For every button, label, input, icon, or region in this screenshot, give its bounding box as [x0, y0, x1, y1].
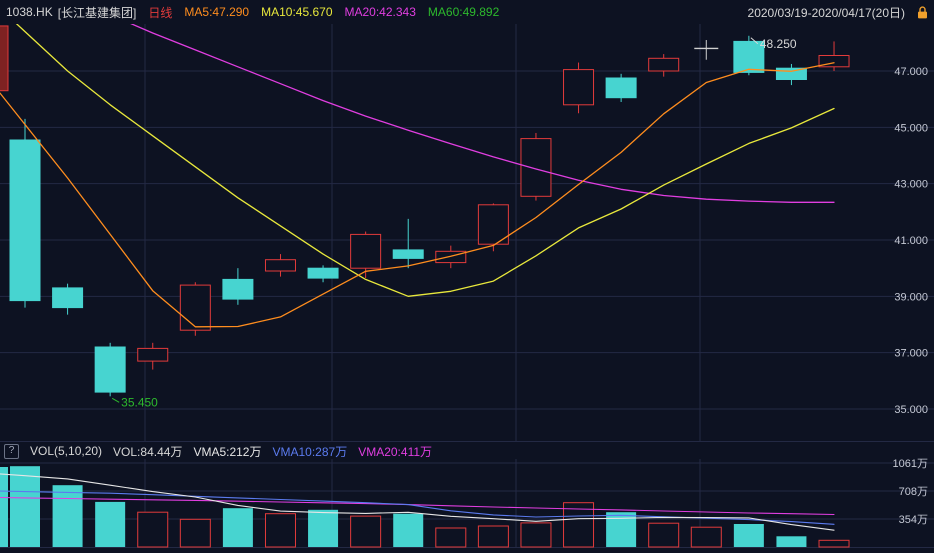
ma20-legend: MA20:42.343 [344, 5, 416, 19]
vma-lines [0, 473, 835, 531]
svg-text:35.000: 35.000 [894, 404, 928, 416]
help-icon[interactable]: ? [4, 443, 19, 459]
svg-text:43.000: 43.000 [894, 179, 928, 191]
chart-header: 1038.HK [长江基建集团] 日线 MA5:47.290 MA10:45.6… [0, 0, 934, 24]
svg-text:48.250: 48.250 [760, 37, 797, 51]
vma20-legend: VMA20:411万 [358, 444, 433, 459]
volume-legend: ? VOL(5,10,20) VOL:84.44万 VMA5:212万 VMA1… [0, 443, 934, 459]
svg-text:1061万: 1061万 [893, 458, 928, 470]
symbol: 1038.HK [6, 5, 53, 19]
svg-text:37.000: 37.000 [894, 348, 928, 360]
high-annotation: 48.250 [750, 37, 797, 51]
period-label: 日线 [148, 5, 173, 20]
vol-indicator-title: VOL(5,10,20) [30, 444, 103, 458]
volume-bars [0, 466, 850, 548]
ma5-legend: MA5:47.290 [184, 5, 250, 19]
lock-icon[interactable] [917, 5, 928, 19]
volume-axis-labels: 1061万 708万 354万 [893, 458, 928, 526]
date-range: 2020/03/19-2020/04/17(20日) [747, 5, 905, 20]
svg-text:35.450: 35.450 [121, 395, 158, 409]
grid [0, 24, 934, 548]
candles [0, 25, 850, 397]
price-axis-labels: 47.000 45.000 43.000 41.000 39.000 37.000 35.0… [894, 66, 928, 416]
stock-name: [长江基建集团] [57, 5, 137, 20]
ma10-legend: MA10:45.670 [261, 5, 333, 19]
vma5-legend: VMA5:212万 [193, 444, 262, 459]
svg-text:47.000: 47.000 [894, 66, 928, 78]
svg-text:45.000: 45.000 [894, 122, 928, 134]
low-annotation: 35.450 [111, 395, 158, 409]
svg-text:41.000: 41.000 [894, 235, 928, 247]
svg-text:708万: 708万 [899, 486, 928, 498]
ma60-legend: MA60:49.892 [427, 5, 500, 19]
svg-text:354万: 354万 [899, 514, 928, 526]
svg-text:39.000: 39.000 [894, 291, 928, 303]
ma-lines [0, 24, 835, 328]
vma10-legend: VMA10:287万 [272, 444, 348, 459]
symbol-group: 1038.HK [长江基建集团] [6, 4, 136, 21]
vol-value: VOL:84.44万 [113, 444, 183, 459]
